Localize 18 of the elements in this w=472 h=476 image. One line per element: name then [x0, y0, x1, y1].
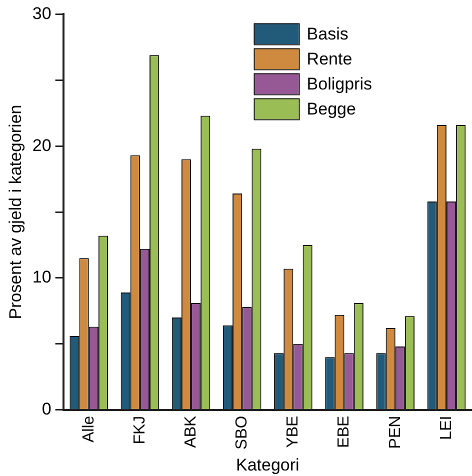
y-tick-label: 30	[32, 4, 52, 23]
legend-label: Boligpris	[306, 74, 372, 94]
legend-label: Rente	[306, 49, 352, 68]
x-tick-label: PEN	[386, 416, 404, 449]
x-tick-label: Alle	[80, 416, 98, 442]
y-tick-label: 10	[32, 268, 52, 287]
x-tick-label: FKJ	[131, 416, 148, 444]
y-tick-label: 0	[42, 400, 52, 418]
y-axis-title: Prosent av gjeld i kategorien	[6, 104, 25, 320]
x-tick-label: SBO	[234, 416, 251, 450]
x-tick-label: LEI	[438, 416, 455, 440]
x-axis-title: Kategori	[236, 455, 300, 474]
x-tick-label: YBE	[284, 416, 302, 448]
y-tick-label: 20	[32, 136, 52, 155]
legend-label: Basis	[306, 24, 348, 44]
x-tick-label: EBE	[336, 416, 353, 448]
x-tick-label: ABK	[182, 415, 200, 448]
legend-label: Begge	[306, 99, 356, 118]
